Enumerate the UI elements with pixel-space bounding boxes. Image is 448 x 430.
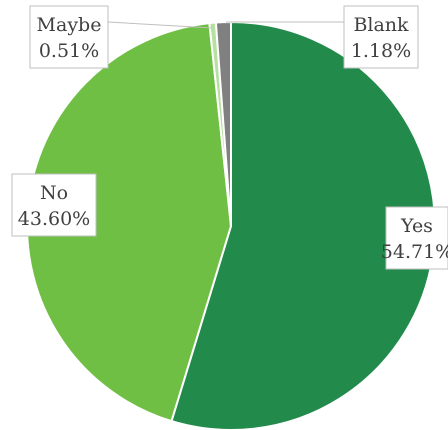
data-label-yes: Yes 54.71% (381, 207, 448, 269)
data-label-percent: 54.71% (381, 241, 448, 263)
data-label-category: Blank (353, 14, 409, 36)
data-label-category: Maybe (37, 14, 102, 36)
data-label-blank: Blank 1.18% (344, 6, 418, 68)
data-label-category: Yes (400, 215, 433, 237)
data-label-percent: 1.18% (351, 40, 411, 62)
data-label-percent: 0.51% (39, 40, 99, 62)
data-label-category: No (40, 182, 68, 204)
data-label-no: No 43.60% (12, 174, 96, 236)
data-label-percent: 43.60% (18, 208, 90, 230)
data-label-maybe: Maybe 0.51% (30, 6, 108, 68)
